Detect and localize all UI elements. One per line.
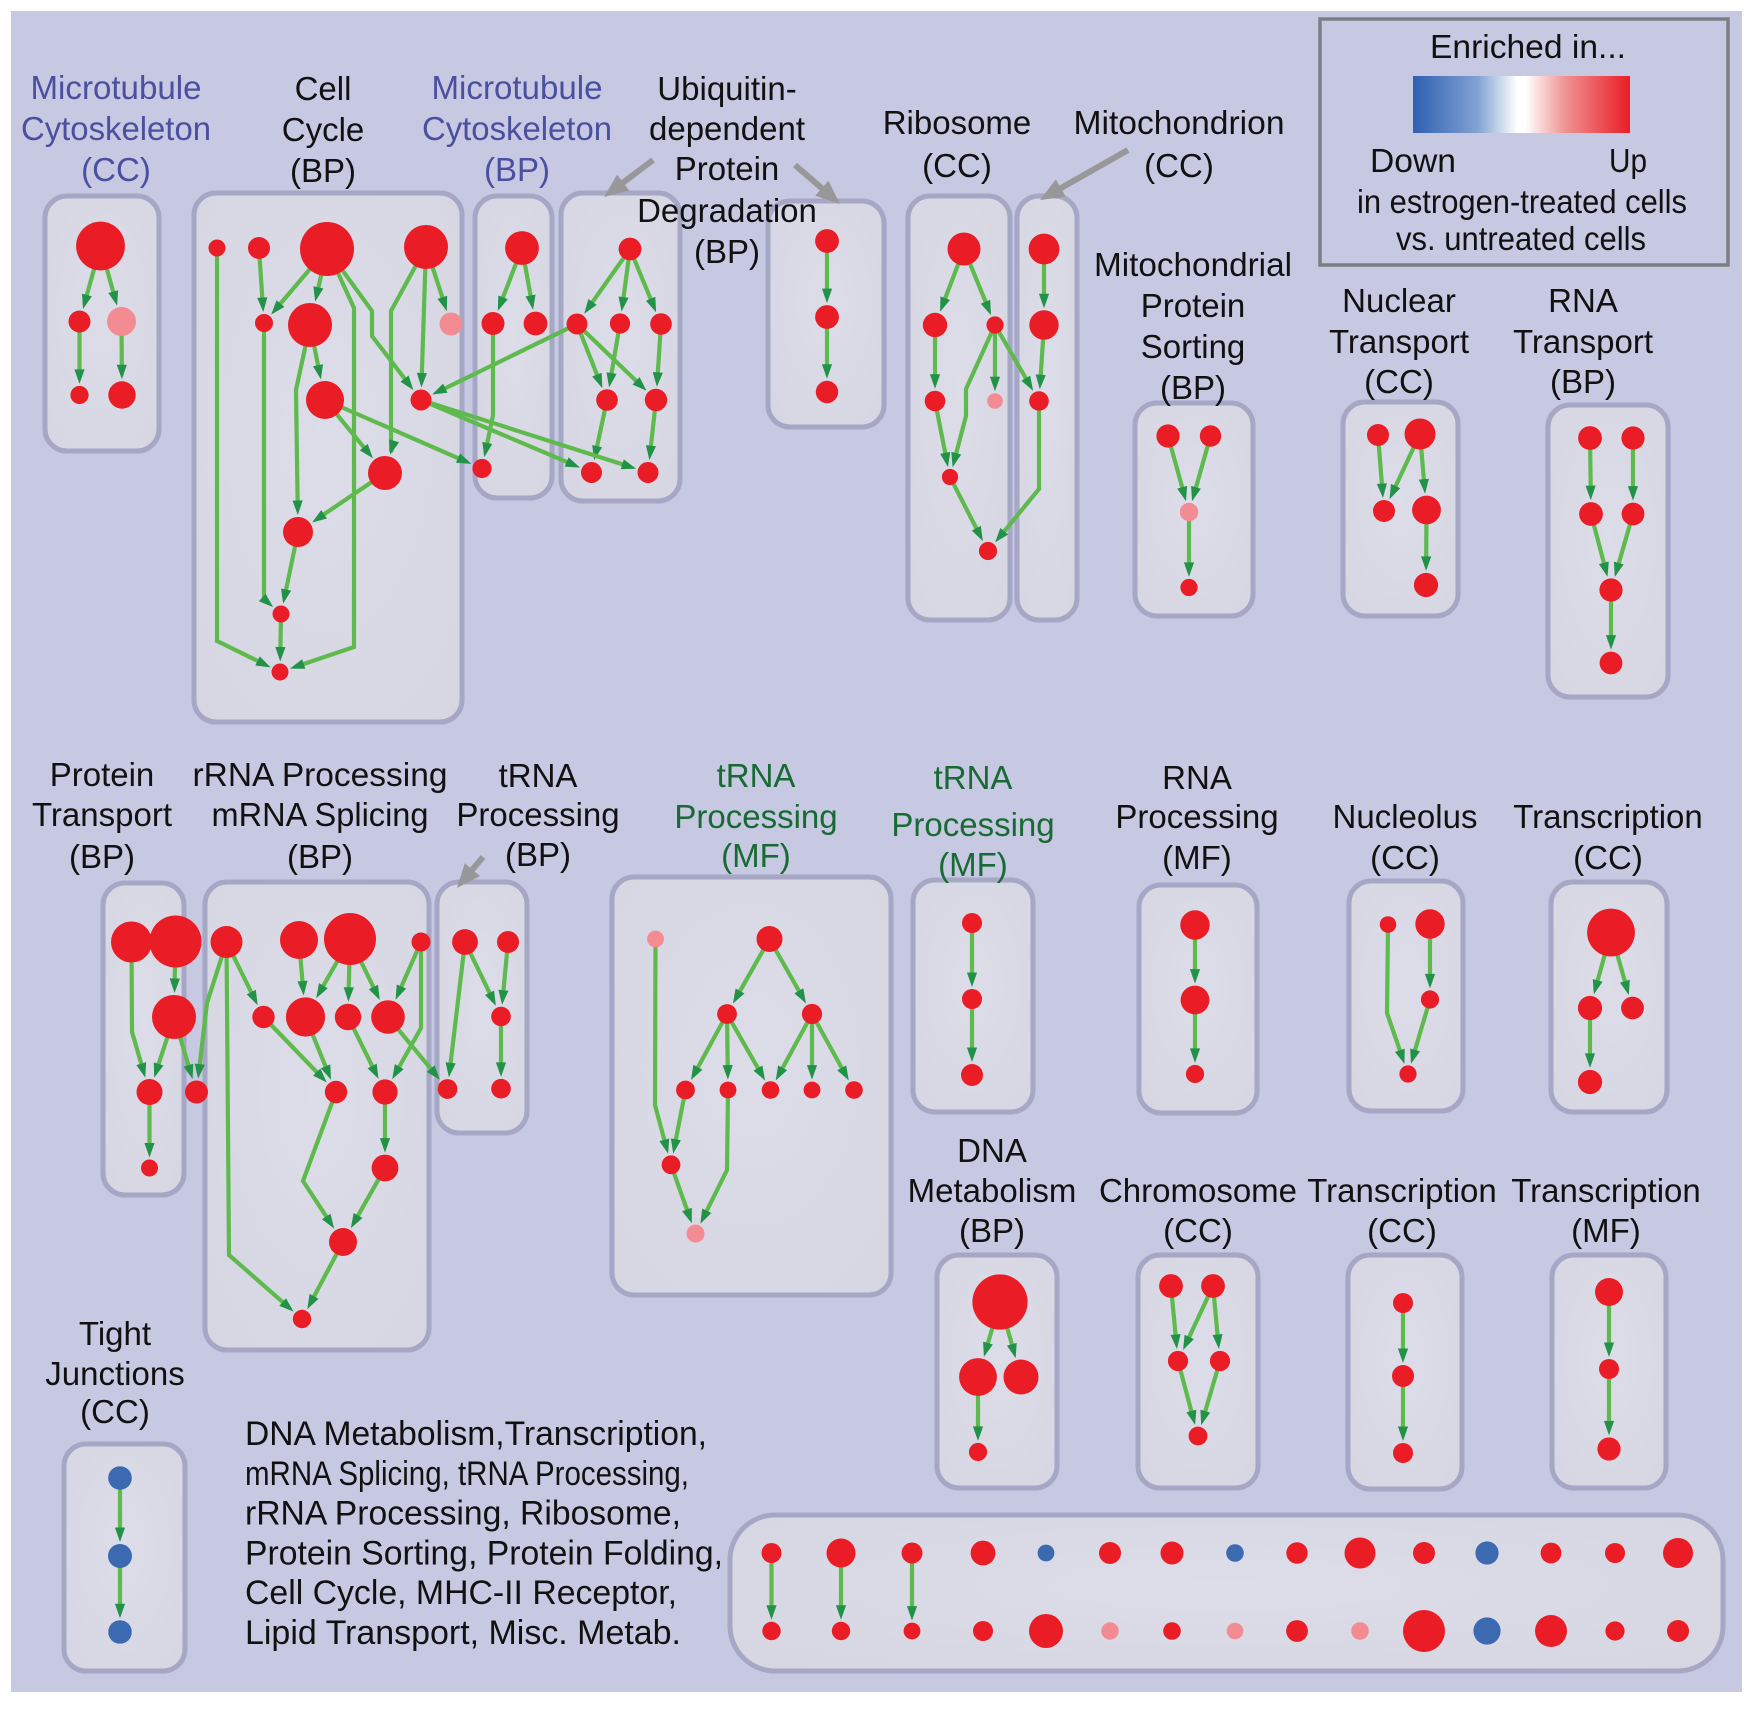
svg-text:Down: Down — [1370, 142, 1456, 179]
svg-text:Protein Sorting, Protein Foldi: Protein Sorting, Protein Folding, — [245, 1534, 723, 1572]
svg-text:mRNA Splicing, tRNA Processing: mRNA Splicing, tRNA Processing, — [245, 1455, 689, 1493]
svg-text:Mitochondrial: Mitochondrial — [1094, 246, 1292, 283]
svg-text:(BP): (BP) — [287, 838, 353, 875]
svg-text:Cytoskeleton: Cytoskeleton — [422, 110, 612, 147]
svg-text:(MF): (MF) — [1571, 1212, 1641, 1249]
svg-text:Cell Cycle, MHC-II Receptor,: Cell Cycle, MHC-II Receptor, — [245, 1574, 677, 1612]
svg-text:Cytoskeleton: Cytoskeleton — [21, 110, 211, 147]
svg-text:(CC): (CC) — [1163, 1212, 1233, 1249]
svg-text:(BP): (BP) — [290, 152, 356, 189]
svg-text:Lipid Transport, Misc. Metab.: Lipid Transport, Misc. Metab. — [245, 1614, 681, 1652]
svg-text:Transcription: Transcription — [1513, 798, 1703, 835]
svg-text:Ubiquitin-: Ubiquitin- — [657, 70, 796, 107]
svg-text:(BP): (BP) — [69, 838, 135, 875]
svg-text:(BP): (BP) — [484, 151, 550, 188]
svg-text:Up: Up — [1609, 142, 1647, 179]
svg-text:(CC): (CC) — [1364, 363, 1434, 400]
svg-text:Processing: Processing — [674, 798, 837, 835]
svg-text:Transport: Transport — [32, 796, 172, 833]
svg-text:Transcription: Transcription — [1307, 1172, 1497, 1209]
svg-text:(MF): (MF) — [721, 837, 791, 874]
svg-text:Metabolism: Metabolism — [908, 1172, 1077, 1209]
svg-text:(MF): (MF) — [938, 846, 1008, 883]
svg-text:(CC): (CC) — [1573, 839, 1643, 876]
svg-text:tRNA: tRNA — [499, 757, 578, 794]
svg-text:Cell: Cell — [295, 70, 352, 107]
svg-text:(BP): (BP) — [1160, 369, 1226, 406]
svg-text:Microtubule: Microtubule — [432, 69, 603, 106]
svg-text:Protein: Protein — [50, 756, 155, 793]
svg-text:Nuclear: Nuclear — [1342, 282, 1456, 319]
svg-text:Processing: Processing — [1115, 798, 1278, 835]
svg-text:(BP): (BP) — [505, 836, 571, 873]
svg-text:Junctions: Junctions — [45, 1355, 184, 1392]
svg-text:(BP): (BP) — [959, 1212, 1025, 1249]
svg-text:Mitochondrion: Mitochondrion — [1074, 104, 1285, 141]
svg-text:Chromosome: Chromosome — [1099, 1172, 1297, 1209]
svg-text:Nucleolus: Nucleolus — [1333, 798, 1478, 835]
svg-text:(MF): (MF) — [1162, 839, 1232, 876]
svg-text:Processing: Processing — [456, 796, 619, 833]
svg-text:Protein: Protein — [1141, 287, 1246, 324]
svg-text:vs. untreated cells: vs. untreated cells — [1396, 220, 1646, 257]
svg-text:Protein: Protein — [675, 150, 780, 187]
svg-text:(BP): (BP) — [1550, 363, 1616, 400]
svg-text:Degradation: Degradation — [637, 192, 817, 229]
svg-text:Tight: Tight — [79, 1315, 151, 1352]
svg-text:Sorting: Sorting — [1141, 328, 1246, 365]
svg-text:rRNA Processing, Ribosome,: rRNA Processing, Ribosome, — [245, 1495, 681, 1533]
svg-text:RNA: RNA — [1548, 282, 1618, 319]
svg-text:(CC): (CC) — [1367, 1212, 1437, 1249]
svg-text:Transport: Transport — [1513, 323, 1653, 360]
svg-text:tRNA: tRNA — [934, 759, 1013, 796]
svg-text:(CC): (CC) — [81, 151, 151, 188]
svg-text:(BP): (BP) — [694, 233, 760, 270]
svg-text:DNA Metabolism,Transcription,: DNA Metabolism,Transcription, — [245, 1415, 707, 1453]
svg-text:(CC): (CC) — [1370, 839, 1440, 876]
svg-text:(CC): (CC) — [80, 1393, 150, 1430]
svg-text:DNA: DNA — [957, 1132, 1027, 1169]
svg-text:mRNA Splicing: mRNA Splicing — [212, 796, 429, 833]
svg-text:Processing: Processing — [891, 806, 1054, 843]
svg-text:Ribosome: Ribosome — [883, 104, 1032, 141]
svg-text:(CC): (CC) — [1144, 147, 1214, 184]
svg-text:Microtubule: Microtubule — [31, 69, 202, 106]
svg-text:dependent: dependent — [649, 110, 805, 147]
svg-text:Transcription: Transcription — [1511, 1172, 1701, 1209]
svg-text:(CC): (CC) — [922, 147, 992, 184]
svg-text:Transport: Transport — [1329, 323, 1469, 360]
svg-text:Cycle: Cycle — [282, 111, 365, 148]
svg-text:in estrogen-treated cells: in estrogen-treated cells — [1357, 183, 1687, 220]
svg-text:RNA: RNA — [1162, 759, 1232, 796]
svg-text:Enriched in...: Enriched in... — [1430, 28, 1626, 65]
svg-text:rRNA Processing: rRNA Processing — [193, 756, 448, 793]
svg-text:tRNA: tRNA — [717, 757, 796, 794]
